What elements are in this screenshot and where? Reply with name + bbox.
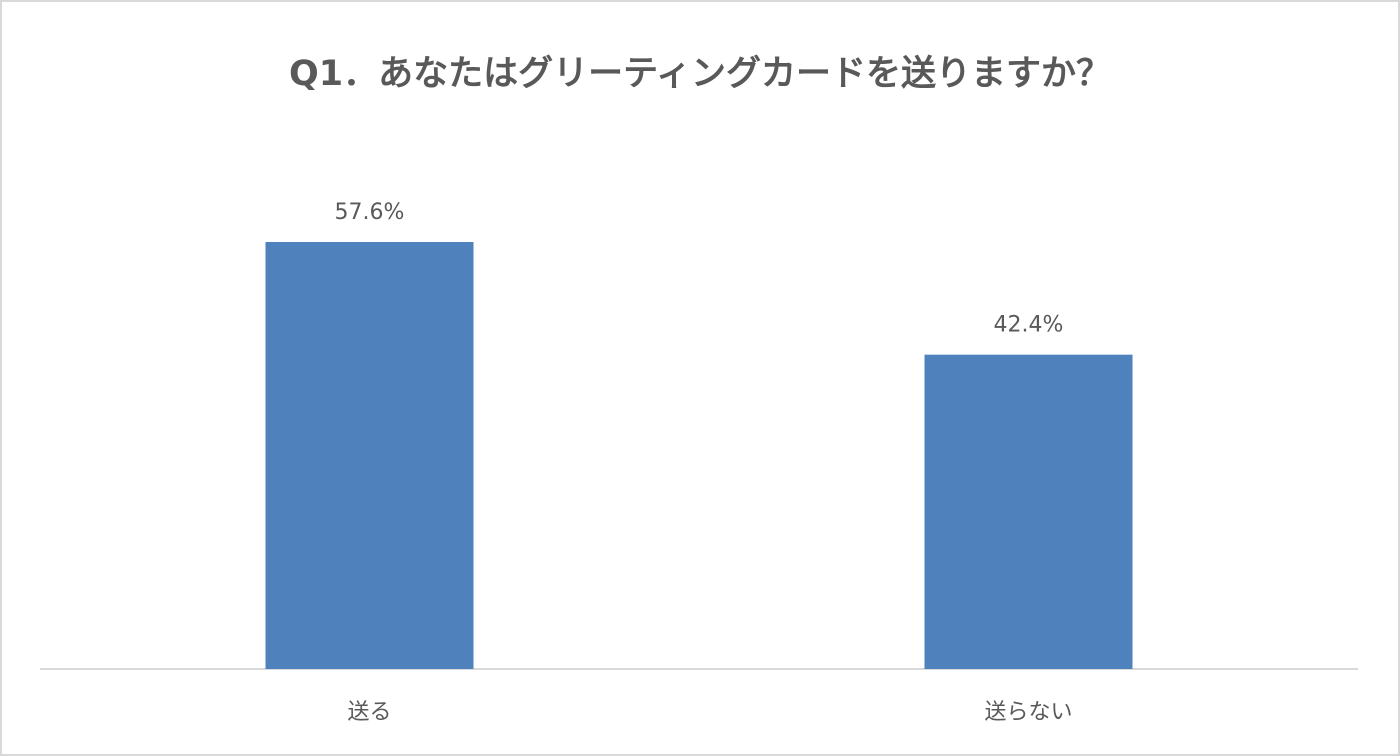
x-tick-label: 送らない — [984, 700, 1072, 725]
bar — [924, 354, 1133, 669]
value-label: 57.6% — [335, 200, 405, 225]
chart-title: Q1．あなたはグリーティングカードを送りますか？ — [289, 54, 1111, 94]
value-label: 42.4% — [994, 313, 1064, 338]
x-tick-label: 送る — [347, 700, 391, 725]
bar — [265, 242, 474, 669]
